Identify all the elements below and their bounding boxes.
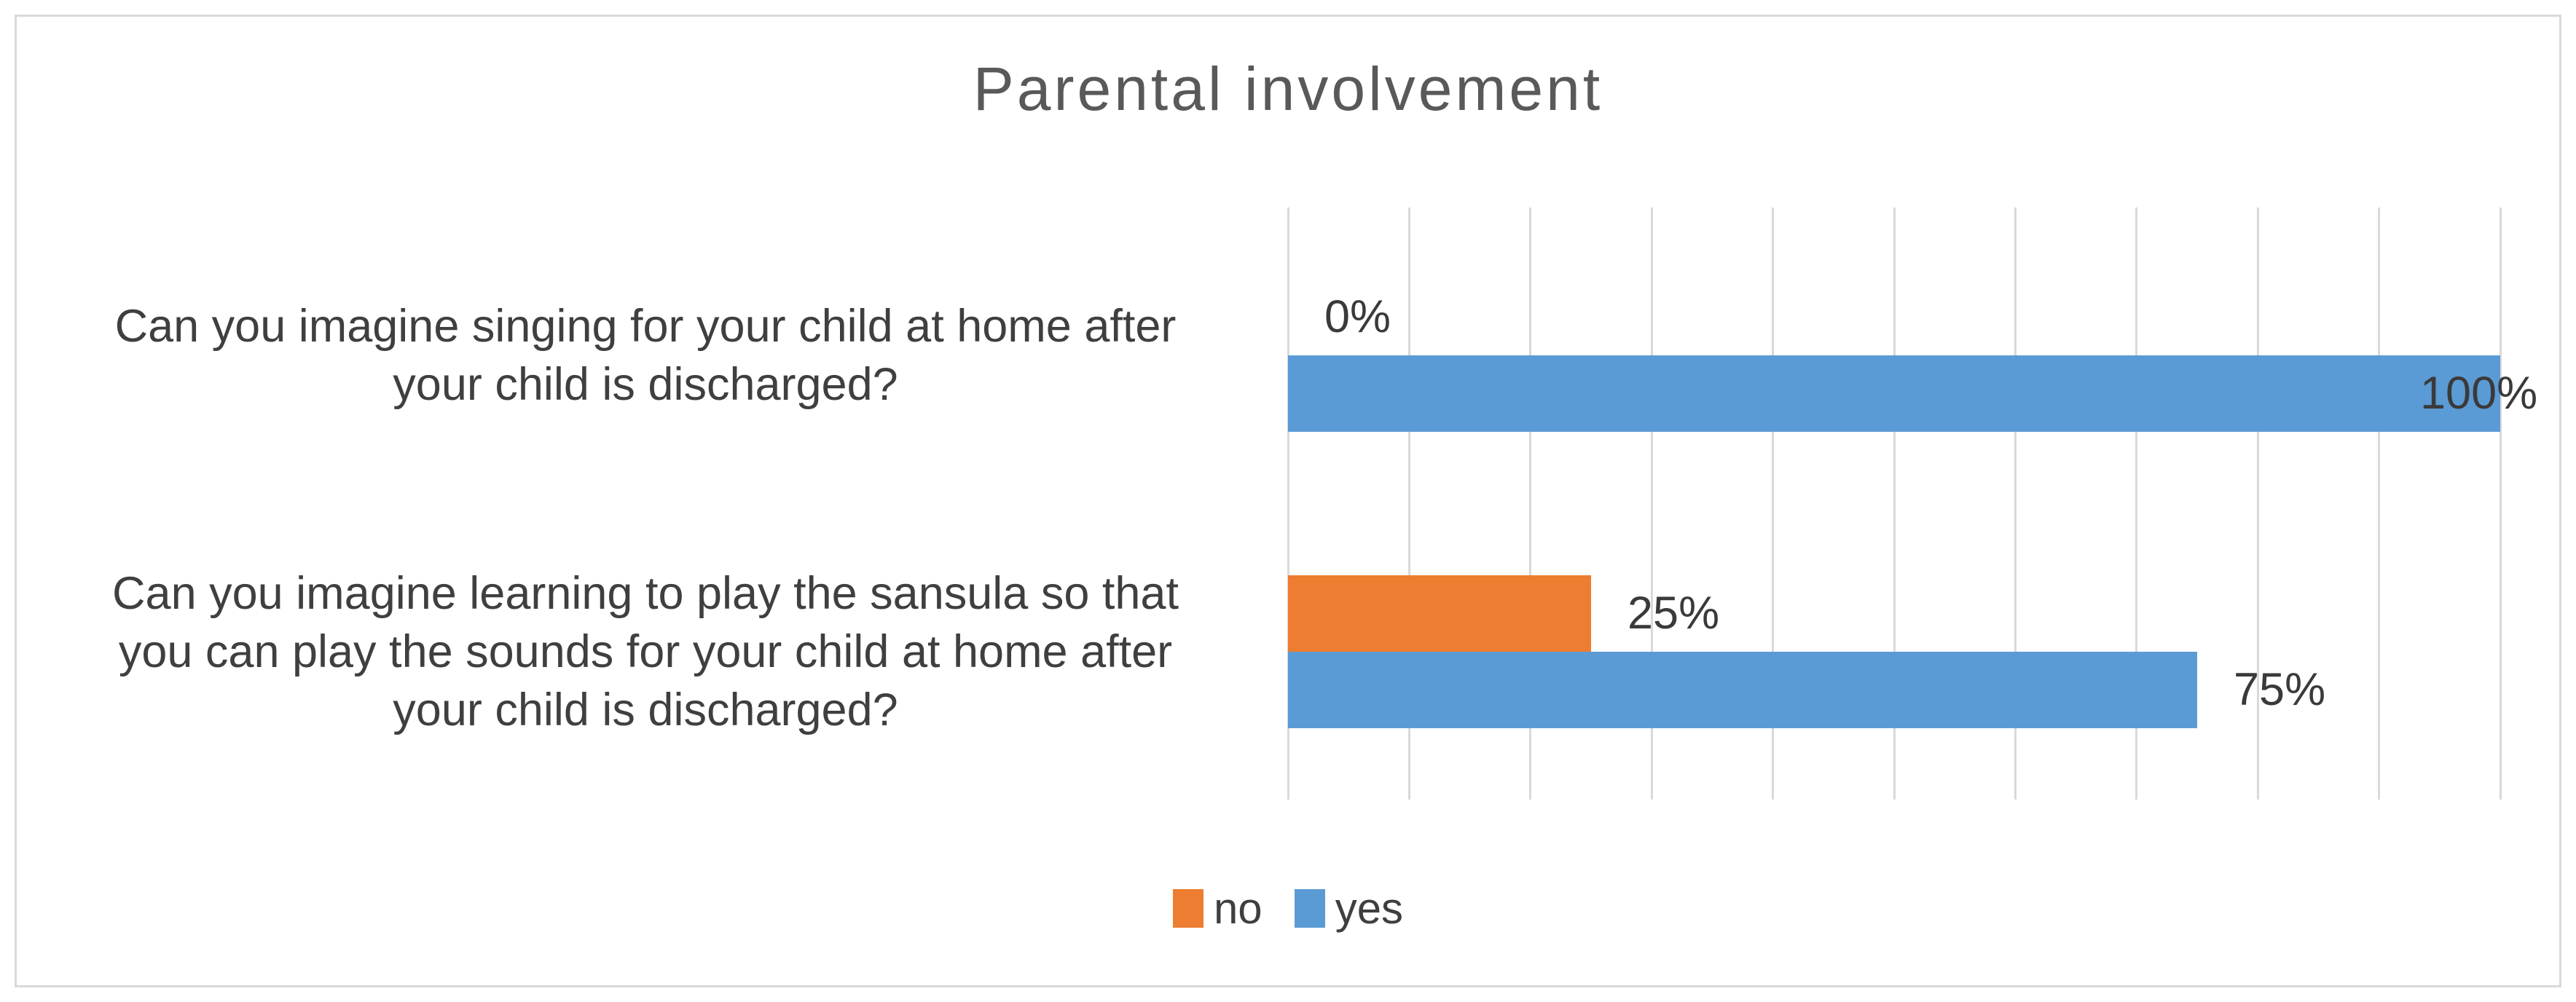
legend-swatch-no: [1172, 888, 1203, 928]
data-label-no-sansula: 25%: [1627, 587, 1720, 639]
data-label-no-singing: 0%: [1324, 291, 1391, 343]
legend: no yes: [0, 883, 2576, 934]
legend-item-yes: yes: [1294, 883, 1404, 934]
bar-yes-singing: [1288, 355, 2500, 433]
data-label-yes-sansula: 75%: [2234, 663, 2326, 715]
bar-yes-sansula: [1288, 651, 2197, 728]
bar-no-sansula: [1288, 575, 1591, 652]
legend-label-no: no: [1213, 883, 1263, 933]
gridline: [2256, 208, 2259, 800]
legend-label-yes: yes: [1335, 883, 1404, 933]
gridline: [2378, 208, 2381, 800]
gridline: [1287, 208, 1289, 800]
chart-title: Parental involvement: [973, 55, 1603, 123]
gridline: [1772, 208, 1775, 800]
category-label-sansula: Can you imagine learning to play the san…: [112, 567, 1179, 735]
gridline: [1650, 208, 1653, 800]
gridline: [2499, 208, 2502, 800]
gridline: [2014, 208, 2017, 800]
legend-swatch-yes: [1294, 888, 1325, 928]
chart-border: [15, 15, 2561, 987]
gridline: [1893, 208, 1896, 800]
legend-item-no: no: [1172, 883, 1263, 934]
gridline: [1529, 208, 1532, 800]
category-label-singing: Can you imagine singing for your child a…: [114, 301, 1177, 411]
gridline: [1407, 208, 1410, 800]
data-label-yes-singing: 100%: [2420, 368, 2538, 419]
gridline: [2135, 208, 2138, 800]
